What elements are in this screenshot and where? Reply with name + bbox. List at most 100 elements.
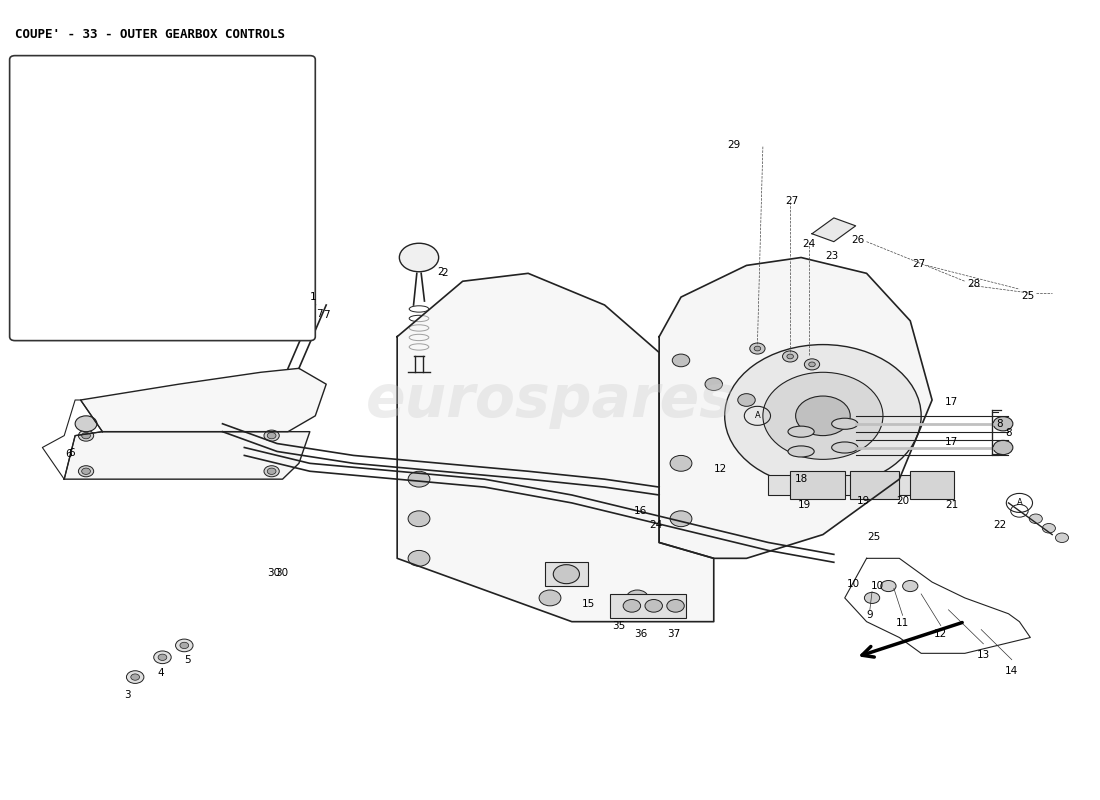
Circle shape (78, 430, 94, 441)
Text: 8: 8 (1005, 428, 1012, 438)
Text: 15: 15 (582, 599, 595, 610)
Circle shape (993, 440, 1013, 454)
Text: 31: 31 (272, 233, 284, 242)
Text: 12: 12 (714, 464, 727, 474)
Ellipse shape (788, 426, 814, 438)
Text: 10: 10 (847, 579, 860, 590)
Circle shape (865, 592, 880, 603)
Bar (610, 594, 686, 618)
Text: 8: 8 (997, 418, 1003, 429)
Text: A: A (1016, 498, 1022, 507)
Circle shape (782, 351, 797, 362)
Text: 10: 10 (871, 581, 884, 591)
Text: 11: 11 (896, 618, 910, 628)
Text: A: A (755, 411, 760, 420)
Text: 7: 7 (323, 310, 330, 319)
Text: 16: 16 (634, 506, 647, 516)
Circle shape (264, 466, 279, 477)
Bar (850, 471, 900, 499)
Circle shape (1055, 533, 1068, 542)
Text: 19: 19 (857, 496, 870, 506)
Circle shape (626, 590, 648, 606)
Circle shape (267, 433, 276, 438)
Circle shape (738, 394, 756, 406)
Circle shape (1043, 523, 1055, 533)
Circle shape (154, 651, 172, 664)
Text: 7: 7 (317, 309, 323, 318)
Circle shape (176, 639, 192, 652)
Text: COUPE' - 33 - OUTER GEARBOX CONTROLS: COUPE' - 33 - OUTER GEARBOX CONTROLS (15, 28, 285, 41)
Circle shape (81, 468, 90, 474)
Circle shape (795, 396, 850, 436)
Ellipse shape (832, 442, 858, 453)
Circle shape (408, 550, 430, 566)
Circle shape (667, 599, 684, 612)
Circle shape (180, 642, 189, 649)
Circle shape (804, 359, 820, 370)
Bar (768, 475, 932, 495)
Text: 26: 26 (851, 235, 865, 245)
Bar (544, 562, 588, 586)
Circle shape (670, 455, 692, 471)
Circle shape (903, 581, 917, 591)
Text: F1: F1 (156, 325, 175, 338)
Polygon shape (64, 432, 310, 479)
Circle shape (725, 345, 921, 487)
Circle shape (786, 354, 793, 359)
Text: eurospares: eurospares (365, 371, 735, 429)
Ellipse shape (75, 218, 272, 274)
Text: 6: 6 (65, 449, 72, 459)
Text: 3: 3 (124, 690, 131, 699)
Text: 1: 1 (310, 292, 317, 302)
Text: 4: 4 (157, 668, 164, 678)
Bar (910, 471, 954, 499)
Text: 21: 21 (945, 499, 958, 510)
Circle shape (750, 343, 766, 354)
Text: 34: 34 (272, 217, 284, 227)
Circle shape (78, 466, 94, 477)
Polygon shape (397, 274, 714, 622)
Text: 27: 27 (785, 195, 799, 206)
Circle shape (763, 372, 883, 459)
Text: 33: 33 (272, 249, 284, 258)
FancyBboxPatch shape (10, 56, 316, 341)
Ellipse shape (788, 446, 814, 457)
Circle shape (81, 433, 90, 438)
Circle shape (670, 511, 692, 526)
Text: 27: 27 (912, 259, 925, 269)
Text: 29: 29 (727, 140, 740, 150)
Text: 2: 2 (438, 266, 444, 277)
Circle shape (131, 674, 140, 680)
Text: 13: 13 (977, 650, 990, 660)
Ellipse shape (832, 418, 858, 430)
Ellipse shape (89, 226, 117, 242)
Circle shape (623, 599, 640, 612)
Text: 18: 18 (794, 474, 807, 484)
Circle shape (705, 378, 723, 390)
Circle shape (1030, 514, 1043, 523)
Polygon shape (80, 368, 327, 432)
Circle shape (158, 654, 167, 661)
Circle shape (993, 417, 1013, 431)
Text: 30: 30 (267, 567, 280, 578)
Text: 35: 35 (612, 621, 626, 630)
Text: 17: 17 (945, 437, 958, 447)
Circle shape (176, 176, 192, 189)
Text: 9: 9 (867, 610, 873, 620)
Circle shape (399, 243, 439, 272)
Text: 25: 25 (1022, 290, 1035, 301)
Text: 1: 1 (308, 298, 315, 309)
Text: 36: 36 (634, 629, 647, 638)
Circle shape (808, 362, 815, 366)
Circle shape (264, 430, 279, 441)
Text: 23: 23 (825, 251, 838, 261)
Text: 32: 32 (272, 178, 284, 187)
Circle shape (267, 468, 276, 474)
Circle shape (75, 416, 97, 432)
Text: 19: 19 (798, 499, 811, 510)
Text: 5: 5 (185, 654, 191, 665)
Circle shape (408, 471, 430, 487)
Circle shape (539, 590, 561, 606)
Circle shape (755, 346, 761, 351)
Circle shape (408, 511, 430, 526)
